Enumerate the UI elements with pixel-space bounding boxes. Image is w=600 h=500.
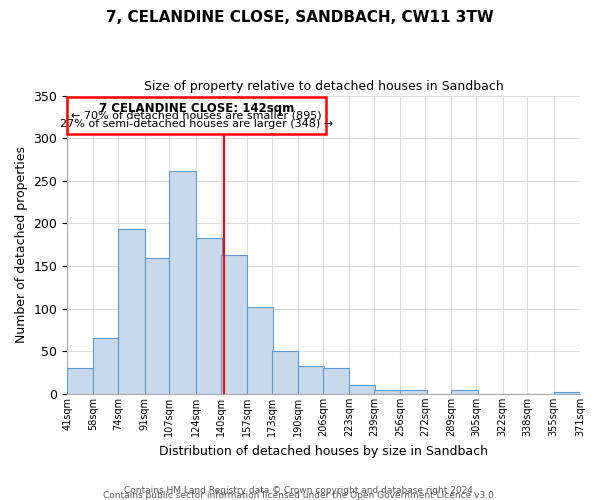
Bar bbox=[451, 390, 478, 394]
X-axis label: Distribution of detached houses by size in Sandbach: Distribution of detached houses by size … bbox=[159, 444, 488, 458]
Bar bbox=[67, 98, 326, 134]
Text: Contains HM Land Registry data © Crown copyright and database right 2024.: Contains HM Land Registry data © Crown c… bbox=[124, 486, 476, 495]
Bar bbox=[67, 368, 94, 394]
Bar bbox=[554, 392, 580, 394]
Y-axis label: Number of detached properties: Number of detached properties bbox=[15, 146, 28, 343]
Bar bbox=[400, 390, 427, 394]
Bar bbox=[145, 258, 171, 394]
Bar bbox=[349, 384, 376, 394]
Title: Size of property relative to detached houses in Sandbach: Size of property relative to detached ho… bbox=[144, 80, 503, 93]
Bar bbox=[272, 352, 298, 394]
Bar bbox=[374, 390, 400, 394]
Text: 7, CELANDINE CLOSE, SANDBACH, CW11 3TW: 7, CELANDINE CLOSE, SANDBACH, CW11 3TW bbox=[106, 10, 494, 25]
Bar bbox=[247, 307, 273, 394]
Text: 7 CELANDINE CLOSE: 142sqm: 7 CELANDINE CLOSE: 142sqm bbox=[99, 102, 294, 114]
Bar bbox=[323, 368, 349, 394]
Bar bbox=[196, 238, 222, 394]
Bar bbox=[221, 255, 247, 394]
Bar bbox=[298, 366, 325, 394]
Text: ← 70% of detached houses are smaller (895): ← 70% of detached houses are smaller (89… bbox=[71, 111, 322, 121]
Bar bbox=[169, 172, 196, 394]
Bar bbox=[94, 338, 120, 394]
Text: 27% of semi-detached houses are larger (348) →: 27% of semi-detached houses are larger (… bbox=[60, 120, 333, 130]
Text: Contains public sector information licensed under the Open Government Licence v3: Contains public sector information licen… bbox=[103, 491, 497, 500]
Bar bbox=[118, 230, 145, 394]
